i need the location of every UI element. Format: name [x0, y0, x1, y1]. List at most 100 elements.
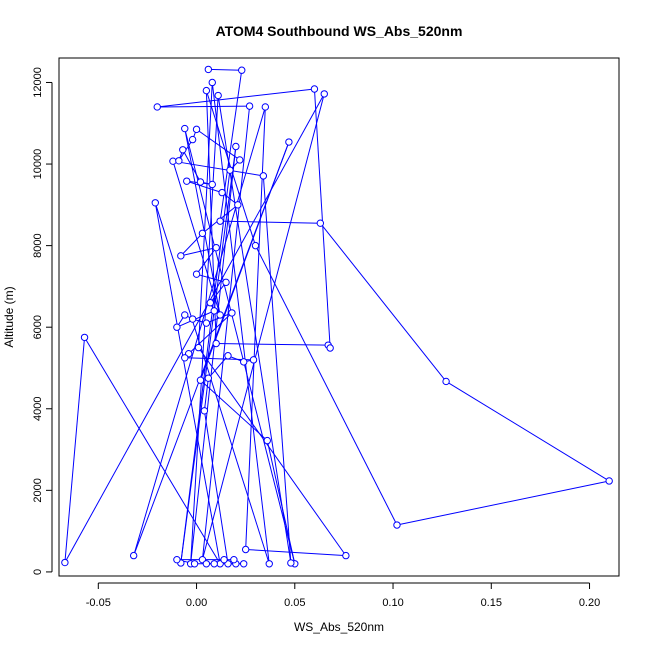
series-line-segment — [207, 355, 229, 379]
data-point-marker — [192, 125, 201, 134]
data-point-marker — [129, 551, 138, 560]
data-point-marker — [183, 177, 191, 185]
series-line-segment — [201, 106, 251, 560]
data-point-marker — [442, 377, 450, 386]
data-point-marker — [80, 333, 89, 342]
data-point-marker — [210, 307, 218, 315]
x-tick-label: 0.10 — [382, 597, 403, 609]
data-point-marker — [241, 545, 250, 554]
series-line-segment — [201, 93, 325, 560]
series-line-segment — [186, 180, 223, 194]
series-layer — [61, 65, 613, 568]
data-point-marker — [196, 376, 205, 384]
data-point-marker — [151, 199, 159, 207]
data-point-marker — [208, 180, 216, 189]
data-point-marker — [605, 477, 613, 485]
data-point-marker — [261, 103, 270, 111]
data-point-marker — [320, 90, 328, 98]
data-point-marker — [208, 78, 216, 87]
data-point-marker — [212, 243, 220, 252]
x-tick-label: 0.20 — [579, 597, 600, 609]
data-point-marker — [206, 299, 214, 307]
series-line-segment — [262, 175, 292, 563]
series-line-segment — [180, 233, 203, 257]
data-point-marker — [259, 172, 268, 180]
series-line-segment — [157, 88, 315, 108]
data-point-marker — [175, 157, 183, 165]
data-point-marker — [240, 358, 248, 366]
data-point-marker — [236, 156, 244, 164]
data-point-marker — [228, 309, 236, 317]
data-point-marker — [249, 356, 258, 364]
series-line-segment — [203, 378, 209, 411]
y-axis: 0 2000 4000 6000 8000 10000 12000 — [32, 67, 53, 575]
series-line-segment — [319, 222, 447, 382]
data-point-marker — [204, 374, 213, 382]
y-tick-label: 0 — [32, 569, 44, 575]
data-point-marker — [181, 124, 189, 133]
series-line-segment — [396, 480, 610, 526]
series-line-segment — [255, 245, 398, 526]
data-point-marker — [61, 558, 69, 567]
data-point-marker — [194, 343, 203, 352]
data-point-marker — [238, 66, 246, 74]
data-point-marker — [192, 270, 201, 278]
data-point-marker — [216, 311, 224, 319]
data-point-marker — [173, 555, 181, 564]
y-tick-label: 6000 — [32, 315, 44, 339]
data-point-marker — [226, 166, 234, 174]
series-line-segment — [198, 347, 347, 556]
data-point-marker — [181, 311, 189, 319]
series-line-segment — [219, 70, 243, 222]
data-point-marker — [177, 252, 185, 260]
series-line-segment — [184, 128, 221, 316]
data-point-marker — [240, 560, 248, 568]
data-point-marker — [316, 219, 325, 227]
data-point-marker — [198, 229, 207, 238]
data-point-marker — [214, 91, 222, 100]
data-point-marker — [204, 65, 213, 74]
y-tick-label: 10000 — [32, 149, 44, 180]
x-axis: -0.05 0.00 0.05 0.10 0.15 0.20 — [86, 582, 600, 609]
data-point-marker — [202, 319, 211, 327]
data-point-marker — [202, 86, 211, 95]
series-line-segment — [64, 337, 86, 563]
x-tick-label: 0.15 — [481, 597, 502, 609]
data-point-marker — [202, 560, 211, 568]
x-tick-label: 0.05 — [284, 597, 305, 609]
data-point-marker — [222, 278, 230, 287]
data-point-marker — [179, 146, 187, 154]
series-line-segment — [209, 282, 227, 304]
data-point-marker — [232, 142, 240, 151]
series-line-segment — [220, 220, 321, 224]
series-line-segment — [216, 343, 329, 346]
x-tick-label: -0.05 — [86, 597, 111, 609]
data-point-marker — [218, 188, 226, 197]
data-point-marker — [200, 407, 209, 415]
series-line-segment — [211, 82, 270, 564]
series-line-segment — [196, 128, 241, 161]
data-point-marker — [287, 559, 295, 567]
data-point-marker — [188, 135, 197, 144]
series-line-segment — [208, 68, 242, 71]
data-point-marker — [342, 551, 350, 560]
data-point-marker — [245, 102, 254, 110]
series-line-segment — [245, 106, 266, 550]
x-axis-label: WS_Abs_520nm — [294, 620, 384, 634]
data-point-marker — [393, 521, 401, 529]
series-line-segment — [190, 95, 219, 564]
y-axis-label: Altitude (m) — [2, 286, 16, 347]
data-point-marker — [230, 555, 238, 564]
series-line-segment — [84, 337, 221, 565]
data-point-marker — [310, 85, 319, 93]
data-point-marker — [210, 560, 218, 568]
series-line-segment — [133, 106, 266, 556]
series-line-segment — [180, 247, 217, 257]
series-line-segment — [172, 161, 221, 316]
series-line-segment — [200, 379, 268, 441]
series-line-segment — [196, 273, 227, 283]
data-point-marker — [326, 344, 334, 352]
series-line-segment — [245, 548, 346, 557]
